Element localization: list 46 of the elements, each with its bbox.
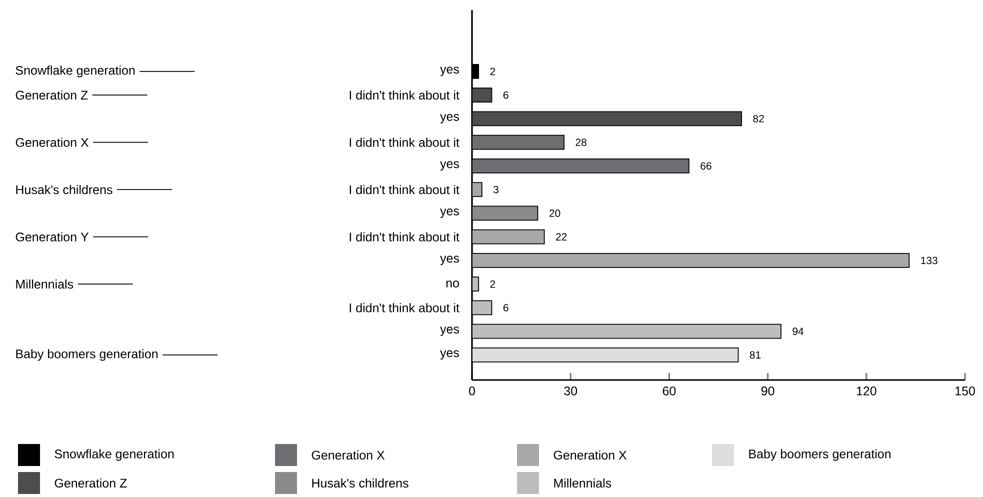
- data-label: 82: [753, 114, 764, 122]
- text: Millennials: [16, 279, 74, 289]
- text: Baby boomers generation: [16, 349, 158, 361]
- data-label: 3: [493, 186, 498, 194]
- legend-label: Millennials: [554, 478, 612, 488]
- y-tick-label: yes: [440, 66, 460, 76]
- legend-label: Husak's childrens: [312, 478, 408, 488]
- data-label: 94: [792, 328, 804, 336]
- data-label: 2: [490, 68, 496, 76]
- y-tick-label: I didn't think about it: [350, 232, 460, 242]
- y-tick-label: yes: [440, 326, 460, 336]
- text: Generation Z: [16, 90, 88, 100]
- y-tick-label: yes: [440, 161, 460, 171]
- legend-label: Generation Z: [54, 478, 127, 488]
- x-tick-label: 150: [956, 386, 975, 396]
- y-tick-label: I didn't think about it: [350, 90, 460, 100]
- text: Generation Y: [16, 232, 89, 242]
- y-tick-label: yes: [440, 350, 460, 360]
- legend-label: Generation X: [554, 450, 627, 460]
- legend-label: Snowflake generation: [54, 449, 174, 461]
- data-label: 20: [549, 209, 560, 217]
- data-label: 28: [576, 138, 586, 146]
- y-tick-label: I didn't think about it: [350, 184, 460, 194]
- text: Snowflake generation: [16, 66, 135, 78]
- y-tick-label: yes: [440, 208, 460, 218]
- legend-label: Generation X: [312, 450, 385, 460]
- data-label: 6: [503, 91, 508, 99]
- x-tick-label: 90: [761, 386, 774, 396]
- text: Generation X: [16, 138, 89, 147]
- data-label: 66: [700, 162, 712, 170]
- x-tick-label: 0: [469, 386, 475, 396]
- data-label: 22: [556, 233, 567, 240]
- data-label: 2: [490, 280, 496, 288]
- data-label: 81: [750, 351, 761, 359]
- y-tick-label: yes: [440, 114, 460, 124]
- data-label: 6: [503, 304, 508, 312]
- y-tick-label: yes: [440, 256, 460, 266]
- x-tick-label: 30: [564, 386, 578, 396]
- x-tick-label: 120: [856, 386, 876, 396]
- y-tick-label: no: [446, 280, 459, 288]
- legend-label: Baby boomers generation: [749, 449, 890, 461]
- y-tick-label: I didn't think about it: [350, 303, 460, 312]
- data-label: 133: [921, 256, 938, 264]
- x-tick-label: 60: [662, 386, 676, 396]
- y-tick-label: I didn't think about it: [350, 138, 460, 147]
- text: Husak's childrens: [16, 184, 112, 194]
